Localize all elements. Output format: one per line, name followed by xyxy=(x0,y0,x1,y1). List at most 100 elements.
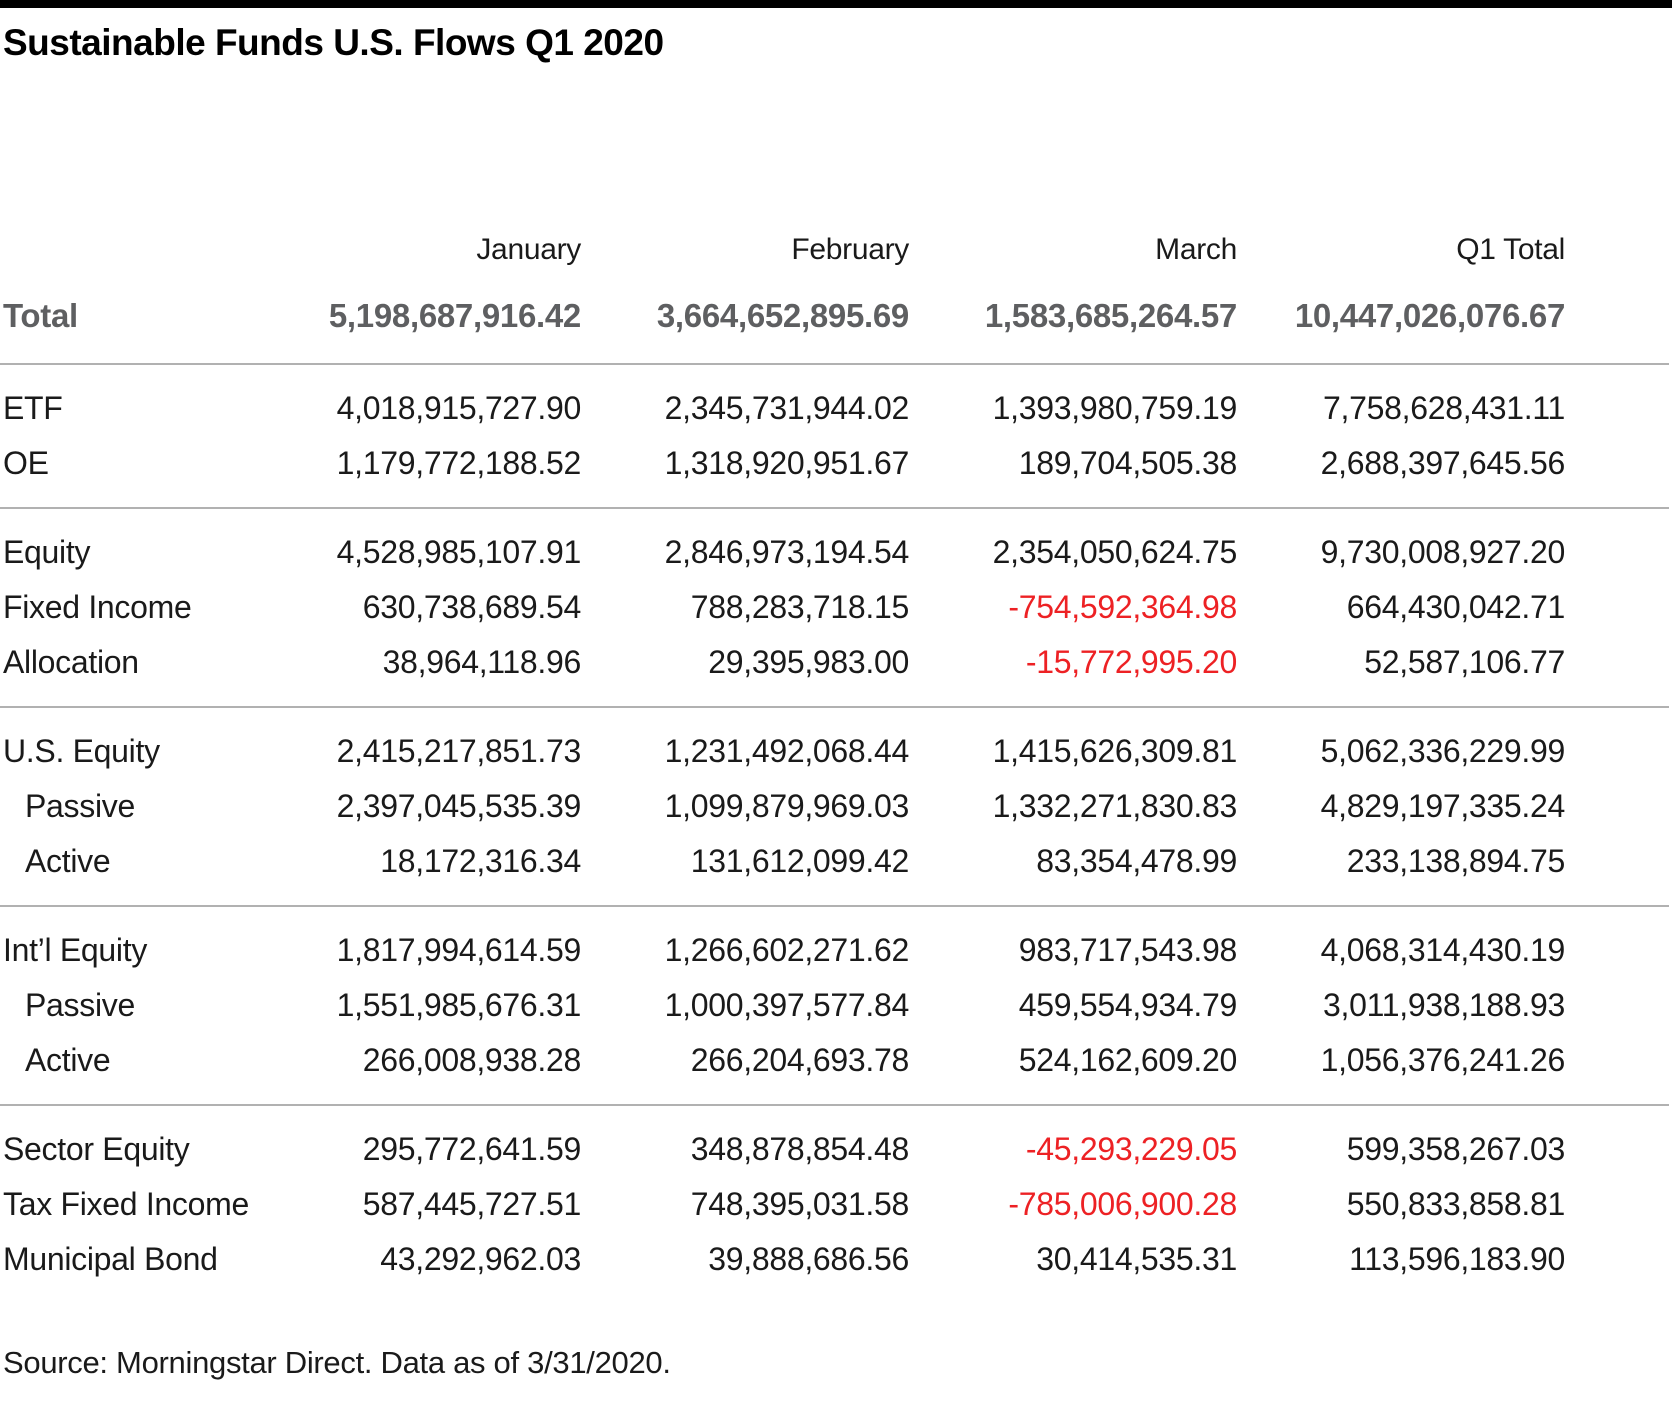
table-row-municipal-bond: Municipal Bond 43,292,962.03 39,888,686.… xyxy=(3,1232,1672,1287)
cell-march: -754,592,364.98 xyxy=(1008,589,1237,625)
cell-q1-total: 599,358,267.03 xyxy=(1346,1131,1566,1167)
top-accent-bar xyxy=(0,0,1672,8)
group-separator xyxy=(0,706,1669,708)
cell-january: 1,179,772,188.52 xyxy=(336,445,582,481)
cell-march: 983,717,543.98 xyxy=(1018,932,1238,968)
row-label: Int’l Equity xyxy=(3,932,148,968)
cell-march: 524,162,609.20 xyxy=(1018,1042,1238,1078)
cell-january: 587,445,727.51 xyxy=(362,1186,582,1222)
cell-q1-total: 9,730,008,927.20 xyxy=(1320,534,1566,570)
row-label: Fixed Income xyxy=(3,589,192,625)
table-row-total: Total 5,198,687,916.42 3,664,652,895.69 … xyxy=(3,285,1672,347)
cell-february: 788,283,718.15 xyxy=(690,589,910,625)
cell-march: -45,293,229.05 xyxy=(1025,1131,1237,1167)
table-header-row: January February March Q1 Total xyxy=(3,222,1672,277)
row-label: Municipal Bond xyxy=(3,1241,218,1277)
cell-march: 2,354,050,624.75 xyxy=(992,534,1238,570)
table-row-fixed-income: Fixed Income 630,738,689.54 788,283,718.… xyxy=(3,580,1672,635)
cell-february: 29,395,983.00 xyxy=(708,644,909,680)
cell-february: 266,204,693.78 xyxy=(690,1042,910,1078)
group-separator xyxy=(0,905,1669,907)
row-label: Active xyxy=(25,843,111,879)
row-label: U.S. Equity xyxy=(3,733,160,769)
cell-february: 131,612,099.42 xyxy=(690,843,910,879)
cell-q1-total: 664,430,042.71 xyxy=(1346,589,1566,625)
cell-q1-total: 4,829,197,335.24 xyxy=(1320,788,1566,824)
cell-march: 1,393,980,759.19 xyxy=(992,390,1238,426)
cell-q1-total: 233,138,894.75 xyxy=(1346,843,1566,879)
cell-february: 2,846,973,194.54 xyxy=(664,534,910,570)
cell-march: 1,415,626,309.81 xyxy=(992,733,1238,769)
row-label: Active xyxy=(25,1042,111,1078)
table-row-us-equity-active: Active 18,172,316.34 131,612,099.42 83,3… xyxy=(3,834,1672,889)
cell-january: 18,172,316.34 xyxy=(380,843,581,879)
row-label: Passive xyxy=(25,987,135,1023)
cell-february: 1,231,492,068.44 xyxy=(664,733,910,769)
cell-q1-total: 52,587,106.77 xyxy=(1364,644,1565,680)
row-label: OE xyxy=(3,445,49,481)
cell-january: 1,551,985,676.31 xyxy=(336,987,582,1023)
column-header-february: February xyxy=(791,232,909,266)
cell-march: 1,583,685,264.57 xyxy=(984,297,1237,334)
cell-january: 4,528,985,107.91 xyxy=(336,534,582,570)
flows-table: January February March Q1 Total Total 5,… xyxy=(0,222,1672,1287)
row-label: Passive xyxy=(25,788,135,824)
column-header-january: January xyxy=(476,232,581,266)
cell-march: 83,354,478.99 xyxy=(1036,843,1237,879)
cell-february: 1,266,602,271.62 xyxy=(664,932,910,968)
cell-february: 3,664,652,895.69 xyxy=(656,297,909,334)
table-row-us-equity: U.S. Equity 2,415,217,851.73 1,231,492,0… xyxy=(3,724,1672,779)
row-label: Sector Equity xyxy=(3,1131,190,1167)
row-label: Allocation xyxy=(3,644,139,680)
cell-q1-total: 7,758,628,431.11 xyxy=(1323,390,1565,426)
cell-february: 1,099,879,969.03 xyxy=(664,788,910,824)
table-row-tax-fixed-income: Tax Fixed Income 587,445,727.51 748,395,… xyxy=(3,1177,1672,1232)
group-separator xyxy=(0,363,1669,365)
cell-january: 4,018,915,727.90 xyxy=(336,390,582,426)
cell-q1-total: 1,056,376,241.26 xyxy=(1320,1042,1566,1078)
cell-february: 39,888,686.56 xyxy=(708,1241,909,1277)
column-header-q1-total: Q1 Total xyxy=(1456,232,1565,266)
cell-q1-total: 10,447,026,076.67 xyxy=(1294,297,1565,334)
table-row-us-equity-passive: Passive 2,397,045,535.39 1,099,879,969.0… xyxy=(3,779,1672,834)
cell-march: 459,554,934.79 xyxy=(1018,987,1238,1023)
page-title: Sustainable Funds U.S. Flows Q1 2020 xyxy=(3,22,664,63)
cell-march: 1,332,271,830.83 xyxy=(992,788,1238,824)
table-row-intl-equity-passive: Passive 1,551,985,676.31 1,000,397,577.8… xyxy=(3,978,1672,1033)
cell-january: 266,008,938.28 xyxy=(362,1042,582,1078)
cell-january: 2,397,045,535.39 xyxy=(336,788,582,824)
cell-february: 2,345,731,944.02 xyxy=(664,390,910,426)
row-label: Tax Fixed Income xyxy=(3,1186,249,1222)
row-label: Equity xyxy=(3,534,91,570)
table-row-allocation: Allocation 38,964,118.96 29,395,983.00 -… xyxy=(3,635,1672,690)
group-separator xyxy=(0,1104,1669,1106)
cell-q1-total: 113,596,183.90 xyxy=(1349,1241,1565,1277)
table-row-intl-equity: Int’l Equity 1,817,994,614.59 1,266,602,… xyxy=(3,923,1672,978)
table-row-sector-equity: Sector Equity 295,772,641.59 348,878,854… xyxy=(3,1122,1672,1177)
table-row-intl-equity-active: Active 266,008,938.28 266,204,693.78 524… xyxy=(3,1033,1672,1088)
table-row-oe: OE 1,179,772,188.52 1,318,920,951.67 189… xyxy=(3,436,1672,491)
cell-january: 5,198,687,916.42 xyxy=(328,297,581,334)
cell-march: -15,772,995.20 xyxy=(1025,644,1237,680)
cell-january: 2,415,217,851.73 xyxy=(336,733,582,769)
source-note: Source: Morningstar Direct. Data as of 3… xyxy=(3,1345,671,1380)
cell-february: 348,878,854.48 xyxy=(690,1131,910,1167)
row-label: Total xyxy=(3,297,78,334)
cell-q1-total: 4,068,314,430.19 xyxy=(1320,932,1566,968)
cell-q1-total: 5,062,336,229.99 xyxy=(1320,733,1566,769)
cell-q1-total: 3,011,938,188.93 xyxy=(1323,987,1565,1023)
cell-february: 748,395,031.58 xyxy=(690,1186,910,1222)
row-label: ETF xyxy=(3,390,63,426)
cell-march: -785,006,900.28 xyxy=(1008,1186,1237,1222)
cell-january: 38,964,118.96 xyxy=(382,644,582,680)
cell-march: 30,414,535.31 xyxy=(1036,1241,1237,1277)
cell-january: 43,292,962.03 xyxy=(380,1241,581,1277)
cell-january: 1,817,994,614.59 xyxy=(336,932,582,968)
cell-march: 189,704,505.38 xyxy=(1018,445,1238,481)
group-separator xyxy=(0,507,1669,509)
cell-february: 1,318,920,951.67 xyxy=(664,445,910,481)
table-row-etf: ETF 4,018,915,727.90 2,345,731,944.02 1,… xyxy=(3,381,1672,436)
column-header-march: March xyxy=(1155,232,1237,266)
table-row-equity: Equity 4,528,985,107.91 2,846,973,194.54… xyxy=(3,525,1672,580)
cell-q1-total: 550,833,858.81 xyxy=(1346,1186,1566,1222)
